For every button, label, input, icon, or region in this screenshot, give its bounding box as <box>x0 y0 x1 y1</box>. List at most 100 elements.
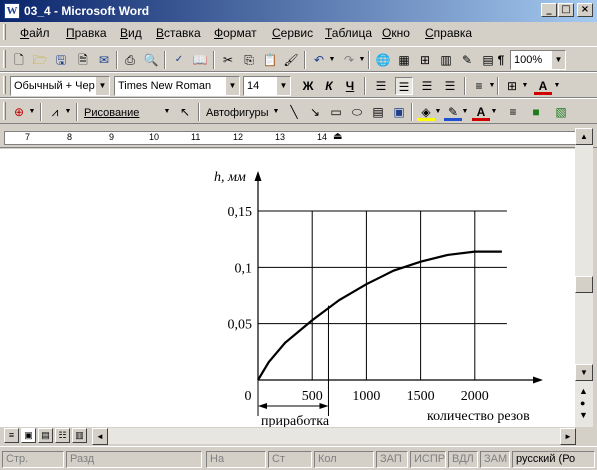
textbox-tool-icon[interactable]: ▤ <box>372 105 384 119</box>
rectangle-tool-icon[interactable]: ▭ <box>330 105 342 119</box>
fill-color-dropdown-icon[interactable]: ▼ <box>434 108 442 115</box>
menu-tools[interactable]: Сервис <box>272 26 314 40</box>
format-painter-icon[interactable]: 🖌 <box>283 53 299 67</box>
maximize-button[interactable]: □ <box>558 3 574 17</box>
menubar-grip[interactable] <box>3 24 6 40</box>
horizontal-ruler[interactable]: 7 8 9 10 11 12 13 14 ⏏ <box>0 128 597 148</box>
font-color-dropdown-icon[interactable]: ▼ <box>553 82 561 89</box>
undo-icon[interactable]: ↶ <box>313 53 325 67</box>
open-folder-icon[interactable]: 🗁 <box>32 53 48 67</box>
document-page[interactable]: h, мм количество резов 0,05 0,1 0,15 0 500 100… <box>0 149 575 427</box>
vertical-scrollbar[interactable]: ▲ ▼ ▲ ● ▼ <box>575 128 593 427</box>
normal-view-icon[interactable]: ≡ <box>4 428 19 443</box>
status-line[interactable]: Ст <box>268 451 312 468</box>
fill-color-icon[interactable]: ◈ <box>417 103 435 121</box>
paste-icon[interactable]: 📋 <box>262 53 278 67</box>
menu-window[interactable]: Окно <box>382 26 410 40</box>
underline-button[interactable]: Ч <box>345 79 355 93</box>
print-icon[interactable]: ⎙ <box>125 53 135 67</box>
align-left-icon[interactable]: ☰ <box>375 79 387 93</box>
chevron-down-icon[interactable]: ▼ <box>276 77 290 95</box>
line-color-icon[interactable]: ✎ <box>444 103 462 121</box>
scroll-left-icon[interactable]: ◄ <box>92 428 108 445</box>
select-objects-icon[interactable]: ↖ <box>179 105 191 119</box>
line-style-icon[interactable]: ≡ <box>509 105 517 119</box>
menu-format[interactable]: Формат <box>214 26 257 40</box>
status-language[interactable]: русский (Ро <box>512 451 595 468</box>
borders-icon[interactable]: ⊞ <box>506 79 518 93</box>
word-app-icon[interactable]: W <box>4 3 20 19</box>
previous-page-icon[interactable]: ▲ <box>579 386 588 396</box>
show-hide-icon[interactable]: ¶ <box>497 53 505 67</box>
permission-icon[interactable]: 🗎 <box>78 53 88 67</box>
scroll-up-icon[interactable]: ▲ <box>575 128 593 145</box>
document-map-icon[interactable]: ▤ <box>482 53 494 67</box>
status-section[interactable]: Разд <box>66 451 202 468</box>
image-tool-icon[interactable]: ▣ <box>393 105 405 119</box>
horizontal-scroll-track[interactable] <box>108 428 560 444</box>
bold-button[interactable]: Ж <box>302 79 314 93</box>
browse-object-icon[interactable]: ● <box>580 398 586 408</box>
cut-icon[interactable]: ✂ <box>222 53 234 67</box>
right-indent-marker-icon[interactable]: ⏏ <box>333 131 343 142</box>
print-preview-icon[interactable]: 🔍 <box>143 53 159 67</box>
chart-edit-icon[interactable]: ⩘ <box>51 105 59 119</box>
redo-icon[interactable]: ↷ <box>343 53 355 67</box>
copy-icon[interactable]: ⎘ <box>244 53 254 67</box>
status-at[interactable]: На <box>206 451 266 468</box>
title-bar[interactable]: W 03_4 - Microsoft Word _ □ × <box>0 0 597 22</box>
toolbar-grip[interactable] <box>3 76 6 94</box>
print-layout-icon[interactable]: ▤ <box>38 428 53 443</box>
drawing-menu-button[interactable]: Рисование <box>84 107 140 119</box>
menu-edit[interactable]: Правка <box>66 26 107 40</box>
status-rec[interactable]: ЗАП <box>376 451 408 468</box>
chevron-down-icon[interactable]: ▼ <box>95 77 109 95</box>
scroll-down-icon[interactable]: ▼ <box>575 364 593 381</box>
justify-icon[interactable]: ☰ <box>444 79 456 93</box>
email-icon[interactable]: ✉ <box>98 53 110 67</box>
borders-dropdown-icon[interactable]: ▼ <box>521 82 529 89</box>
new-document-icon[interactable]: 🗋 <box>14 53 24 67</box>
research-icon[interactable]: 📖 <box>192 53 208 67</box>
spelling-icon[interactable]: ✓ <box>174 54 184 65</box>
zoom-combo[interactable]: 100% ▼ <box>510 50 566 70</box>
line-spacing-dropdown-icon[interactable]: ▼ <box>488 82 496 89</box>
scroll-right-icon[interactable]: ► <box>560 428 576 445</box>
shadow-icon[interactable]: ■ <box>532 105 540 119</box>
line-spacing-icon[interactable]: ≡ <box>475 79 483 93</box>
menu-view[interactable]: Вид <box>120 26 142 40</box>
align-right-icon[interactable]: ☰ <box>421 79 433 93</box>
font-size-combo[interactable]: 14 ▼ <box>243 76 291 96</box>
redo-dropdown-icon[interactable]: ▼ <box>358 56 366 63</box>
menu-help[interactable]: Справка <box>425 26 473 40</box>
autoshapes-dropdown-icon[interactable]: ▼ <box>272 108 280 115</box>
chevron-down-icon[interactable]: ▼ <box>225 77 239 95</box>
insert-table-icon[interactable]: ⊞ <box>419 53 431 67</box>
reading-view-icon[interactable]: ▥ <box>72 428 87 443</box>
outline-view-icon[interactable]: ☷ <box>55 428 70 443</box>
chart-object-dropdown-icon[interactable]: ▼ <box>28 108 36 115</box>
style-combo[interactable]: Обычный + Чер ▼ <box>10 76 110 96</box>
menu-file[interactable]: Файл <box>20 26 50 40</box>
status-ext[interactable]: ВДЛ <box>448 451 478 468</box>
chart-object-icon[interactable]: ⊕ <box>13 105 25 119</box>
italic-button[interactable]: К <box>325 79 333 93</box>
undo-dropdown-icon[interactable]: ▼ <box>328 56 336 63</box>
drawing-dropdown-icon[interactable]: ▼ <box>163 108 171 115</box>
font-color-drawing-icon[interactable]: A <box>472 103 490 121</box>
scroll-thumb[interactable] <box>575 276 593 293</box>
status-column[interactable]: Кол <box>314 451 374 468</box>
font-combo[interactable]: Times New Roman ▼ <box>114 76 240 96</box>
autoshapes-menu-button[interactable]: Автофигуры <box>206 107 269 119</box>
toolbar-grip[interactable] <box>3 102 6 120</box>
chevron-down-icon[interactable]: ▼ <box>551 51 565 69</box>
font-color-drawing-dropdown-icon[interactable]: ▼ <box>490 108 498 115</box>
menu-table[interactable]: Таблица <box>325 26 373 40</box>
web-view-icon[interactable]: ▣ <box>21 428 36 443</box>
close-button[interactable]: × <box>577 3 593 17</box>
chart-edit-dropdown-icon[interactable]: ▼ <box>64 108 72 115</box>
minimize-button[interactable]: _ <box>541 3 557 17</box>
hyperlink-icon[interactable]: 🌐 <box>375 53 391 67</box>
drawing-toggle-icon[interactable]: ✎ <box>461 53 473 67</box>
line-tool-icon[interactable]: ╲ <box>290 105 298 119</box>
